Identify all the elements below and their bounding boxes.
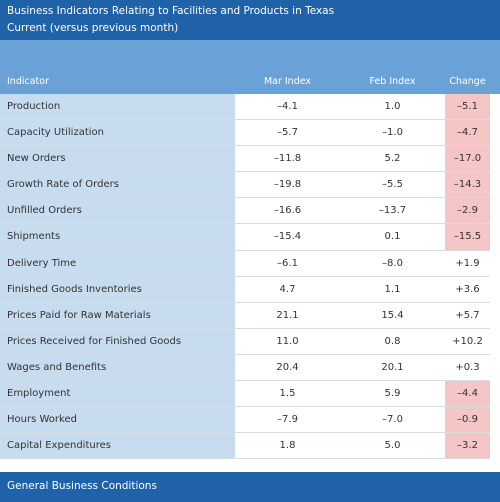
section-title: General Business Conditions <box>7 480 157 492</box>
table-row: Shipments –15.4 0.1 –15.5 <box>0 224 500 251</box>
table-cell: –11.8 <box>235 146 340 173</box>
subtitle: Current (versus previous month) <box>7 22 179 34</box>
table-cell: –0.9 <box>445 407 490 434</box>
column-label: Feb Index <box>369 76 416 87</box>
table-cell: +0.3 <box>445 354 490 382</box>
table-cell: New Orders <box>0 146 235 173</box>
table-cell: 20.1 <box>340 354 445 382</box>
table-cell: 5.9 <box>340 381 445 408</box>
table-cell: 4.7 <box>235 276 340 303</box>
table-cell: –4.7 <box>445 120 490 147</box>
table-row: Wages and Benefits 20.4 20.1 +0.3 <box>0 354 500 382</box>
table-cell: Capacity Utilization <box>0 120 235 147</box>
table-cell: +3.6 <box>445 276 490 303</box>
table-row: Capacity Utilization –5.7 –1.0 –4.7 <box>0 120 500 147</box>
table-cell: –4.1 <box>235 94 340 121</box>
table-cell: +10.2 <box>445 328 490 355</box>
table-row: Delivery Time –6.1 –8.0 +1.9 <box>0 250 500 277</box>
table-cell: +5.7 <box>445 302 490 329</box>
table-cell: –7.0 <box>340 407 445 434</box>
table-row: Prices Paid for Raw Materials 21.1 15.4 +5.… <box>0 302 500 329</box>
table-row: Employment 1.5 5.9 –4.4 <box>0 381 500 408</box>
table-row: Unfilled Orders –16.6 –13.7 –2.9 <box>0 198 500 225</box>
title-bar: Business Indicators Relating to Faciliti… <box>0 0 500 40</box>
table-cell: –16.6 <box>235 198 340 225</box>
table-cell: Hours Worked <box>0 407 235 434</box>
table-cell: –5.5 <box>340 172 445 199</box>
table-cell: –3.2 <box>445 433 490 460</box>
column-header: Indicator Mar Index Feb Index Change <box>0 40 500 94</box>
table-cell: –2.9 <box>445 198 490 225</box>
table-cell: 0.1 <box>340 224 445 251</box>
table-cell: 1.0 <box>340 94 445 121</box>
column-label: Change <box>449 76 486 87</box>
table-cell: Unfilled Orders <box>0 198 235 225</box>
table-cell: Employment <box>0 381 235 408</box>
table-cell: +1.9 <box>445 250 490 277</box>
table-cell: 11.0 <box>235 328 340 355</box>
table-cell: Growth Rate of Orders <box>0 172 235 199</box>
table-cell: Finished Goods Inventories <box>0 276 235 303</box>
table-row: Production –4.1 1.0 –5.1 <box>0 94 500 121</box>
table-cell: 1.5 <box>235 381 340 408</box>
column-label: Indicator <box>7 76 49 87</box>
table-cell: Prices Paid for Raw Materials <box>0 302 235 329</box>
table-cell: 21.1 <box>235 302 340 329</box>
table-cell: Production <box>0 94 235 121</box>
table-cell: 1.1 <box>340 276 445 303</box>
table-cell: –14.3 <box>445 172 490 199</box>
table-cell: Prices Received for Finished Goods <box>0 328 235 355</box>
table-cell: 20.4 <box>235 354 340 382</box>
table-cell: –17.0 <box>445 146 490 173</box>
table-cell: –15.5 <box>445 224 490 251</box>
table-cell: 0.8 <box>340 328 445 355</box>
table-cell: 5.2 <box>340 146 445 173</box>
table-cell: –5.7 <box>235 120 340 147</box>
table-row: Capital Expenditures 1.8 5.0 –3.2 <box>0 433 500 460</box>
table-cell: 5.0 <box>340 433 445 460</box>
table-cell: –13.7 <box>340 198 445 225</box>
table-row: New Orders –11.8 5.2 –17.0 <box>0 146 500 173</box>
table-cell: –7.9 <box>235 407 340 434</box>
table-cell: –19.8 <box>235 172 340 199</box>
table-body: Production –4.1 1.0 –5.1 Capacity Utilizatio… <box>0 94 500 460</box>
table-row: Hours Worked –7.9 –7.0 –0.9 <box>0 407 500 434</box>
table-row: Growth Rate of Orders –19.8 –5.5 –14.3 <box>0 172 500 199</box>
section-bar: General Business Conditions <box>0 472 500 502</box>
table-cell: –5.1 <box>445 94 490 121</box>
table-cell: –1.0 <box>340 120 445 147</box>
table-row: Finished Goods Inventories 4.7 1.1 +3.6 <box>0 276 500 303</box>
table-cell: –6.1 <box>235 250 340 277</box>
table-cell: –4.4 <box>445 381 490 408</box>
table-cell: Wages and Benefits <box>0 354 235 382</box>
table-cell: Delivery Time <box>0 250 235 277</box>
table-cell: –15.4 <box>235 224 340 251</box>
table-row: Prices Received for Finished Goods 11.0 0.… <box>0 328 500 355</box>
table-cell: 15.4 <box>340 302 445 329</box>
table-cell: Capital Expenditures <box>0 433 235 460</box>
table-cell: 1.8 <box>235 433 340 460</box>
table-cell: –8.0 <box>340 250 445 277</box>
title: Business Indicators Relating to Faciliti… <box>7 5 335 17</box>
table-cell: Shipments <box>0 224 235 251</box>
column-label: Mar Index <box>263 76 312 87</box>
